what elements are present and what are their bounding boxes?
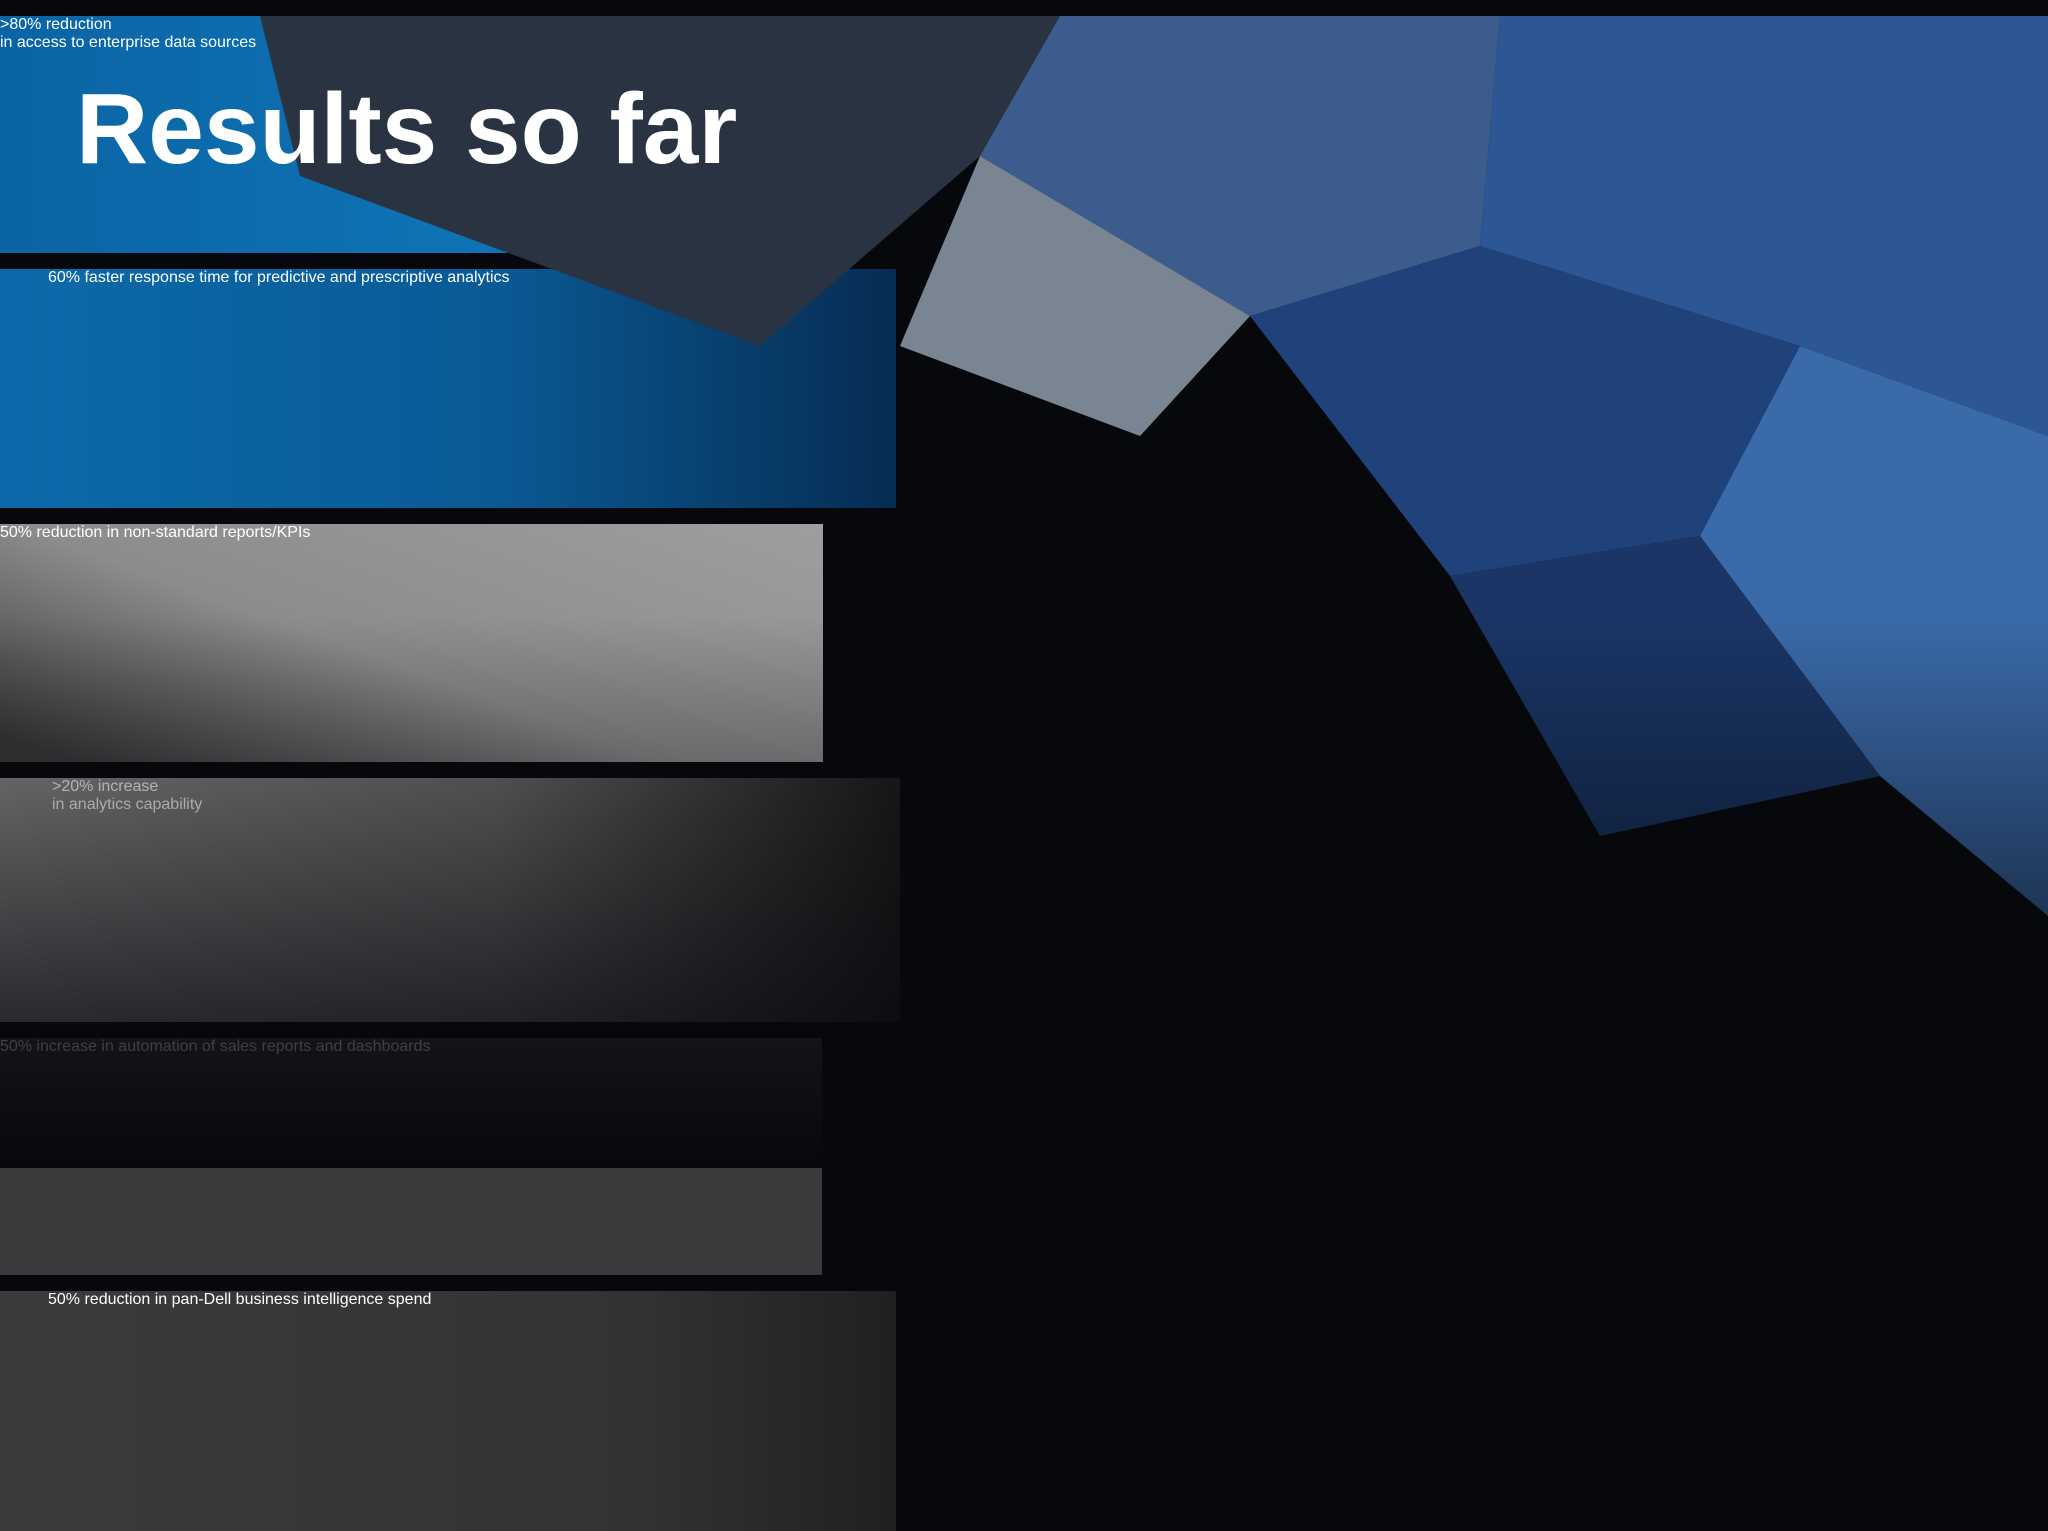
card-text: for predictive and prescriptive analytic… [233,269,510,286]
card-text: in non-standard reports/KPIs [106,524,311,541]
result-card: 50% reduction in pan-Dell business intel… [0,1291,896,1531]
background-art [0,16,2048,1168]
slide: Results so far >80% reduction in access … [0,16,2048,1531]
card-body: >80% reduction in access to enterprise d… [0,16,522,52]
card-text: in pan-Dell business intelligence spend [154,1291,432,1308]
card-headline: >80% reduction [0,16,112,33]
card-headline: 60% faster response time [48,269,230,286]
card-headline: 50% reduction [0,524,103,541]
card-headline: 50% reduction [48,1291,151,1308]
card-text: in access to enterprise data sources [0,34,257,51]
slide-title: Results so far [76,73,738,185]
card-body: 60% faster response time for predictive … [48,269,748,287]
card-body: 50% reduction in non-standard reports/KP… [0,524,640,542]
card-body: 50% reduction in pan-Dell business intel… [48,1291,783,1309]
